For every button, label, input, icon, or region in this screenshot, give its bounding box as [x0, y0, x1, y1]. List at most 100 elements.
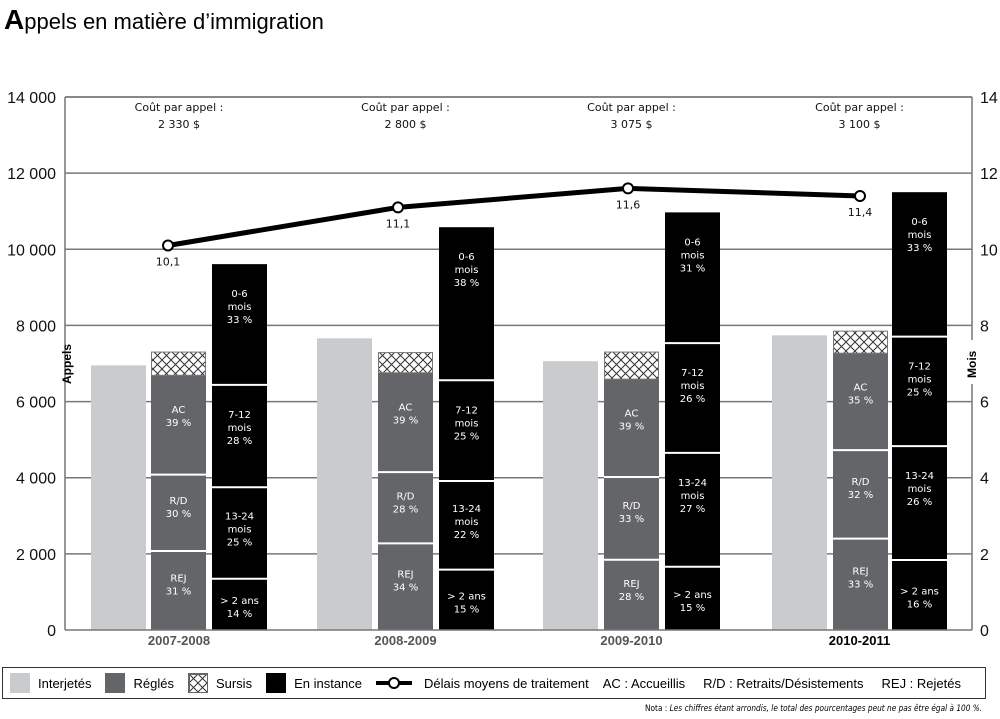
segment-label: mois [908, 484, 932, 495]
segment-label: 22 % [454, 530, 479, 541]
y-tick-label: 2 000 [16, 547, 56, 564]
segment-label: AC [172, 405, 186, 416]
segment-label: REJ [397, 569, 413, 580]
segment-label: 0-6 [911, 217, 927, 228]
y2-tick-label: 10 [980, 242, 998, 259]
bar-regles-rej [378, 543, 433, 630]
segment-label: 33 % [848, 580, 873, 591]
swatch-hatch-icon [187, 673, 208, 693]
bar-en-instance-segment [892, 336, 947, 447]
bars: REJ 31 % R/D 30 % AC 39 % > 2 ans 14 % 13-24 mois… [91, 192, 947, 630]
segment-label: mois [681, 250, 705, 261]
footnote: Nota : Les chiffres étant arrondis, le t… [645, 704, 982, 714]
segment-label: > 2 ans [447, 591, 486, 602]
y2-tick-label: 8 [980, 318, 989, 335]
segment-label: 15 % [454, 604, 479, 615]
cost-label-title: Coût par appel : [815, 101, 904, 114]
segment-label: 25 % [907, 388, 932, 399]
cost-label-title: Coût par appel : [361, 101, 450, 114]
cost-label-title: Coût par appel : [135, 101, 224, 114]
x-tick-label: 2007-2008 [148, 633, 210, 648]
segment-label: 7-12 [908, 362, 931, 373]
segment-label: REJ [852, 567, 868, 578]
y-tick-label: 6 000 [16, 395, 56, 412]
line-point [622, 182, 634, 195]
bar-group-2007-2008: REJ 31 % R/D 30 % AC 39 % > 2 ans 14 % 13-24 mois… [91, 264, 267, 630]
bar-regles-ac [604, 379, 659, 477]
swatch-dark-icon [266, 673, 287, 693]
segment-label: 39 % [619, 422, 644, 433]
segment-label: AC [399, 402, 413, 413]
bar-sursis [378, 352, 433, 374]
bar-regles-ac [151, 375, 206, 475]
segment-label: 13-24 [452, 504, 481, 515]
segment-label: 31 % [680, 263, 705, 274]
y-tick-label: 0 [47, 623, 56, 640]
axes-frame [64, 96, 980, 631]
x-tick-label: 2008-2009 [374, 633, 436, 648]
bar-regles-rd [151, 474, 206, 552]
segment-label: > 2 ans [673, 590, 712, 601]
segment-label: AC [625, 409, 639, 420]
line-point [854, 189, 866, 202]
segment-label: 33 % [619, 514, 644, 525]
segment-label: R/D [169, 496, 187, 507]
segment-label: 25 % [227, 537, 252, 548]
y2-tick-label: 14 [980, 90, 998, 107]
legend-abbr-ac: AC : Accueillis [602, 675, 686, 691]
swatch-light-icon [10, 673, 30, 693]
segment-label: mois [681, 381, 705, 392]
bar-en-instance-segment [665, 343, 720, 453]
x-tick-label: 2009-2010 [600, 633, 662, 648]
bar-regles-rd [378, 472, 433, 544]
segment-label: 27 % [680, 504, 705, 515]
segment-label: 39 % [393, 415, 418, 426]
footnote-prefix: Nota : [644, 704, 668, 714]
chart-title-rest: ppels en matière d’immigration [24, 9, 324, 34]
bar-regles-rej [151, 551, 206, 630]
bar-regles-ac [833, 353, 888, 451]
legend-label: En instance [294, 675, 363, 691]
x-tick-label: 2010-2011 [829, 633, 890, 648]
bar-regles-rd [833, 450, 888, 539]
bar-regles-rej [604, 559, 659, 630]
bar-en-instance-segment [212, 578, 267, 630]
y2-tick-label: 4 [980, 471, 989, 488]
segment-label: 30 % [166, 509, 191, 520]
bar-en-instance-segment [665, 212, 720, 344]
segment-label: > 2 ans [900, 586, 939, 597]
segment-label: 31 % [166, 587, 191, 598]
bar-regles-ac [378, 372, 433, 473]
y2-title-gap [960, 340, 980, 384]
segment-label: REJ [623, 579, 639, 590]
legend-item-interjetes: Interjetés [10, 673, 91, 693]
segment-label: R/D [851, 477, 869, 488]
bar-en-instance-segment [892, 192, 947, 337]
cost-label-value: 3 075 $ [611, 118, 653, 131]
y-axis-title: Appels [60, 344, 74, 384]
bar-en-instance-segment [665, 566, 720, 630]
segment-label: 35 % [848, 396, 873, 407]
segment-label: 13-24 [225, 511, 254, 522]
bar-sursis [833, 330, 888, 354]
segment-label: 7-12 [455, 405, 478, 416]
y-tick-label: 12 000 [7, 166, 56, 183]
y-tick-label: 14 000 [7, 90, 56, 107]
segment-label: R/D [396, 492, 414, 503]
x-axis-labels: 2007-2008 2008-2009 2009-2010 2010-2011 [148, 633, 890, 648]
cost-label-title: Coût par appel : [587, 101, 676, 114]
legend-label: Sursis [215, 675, 253, 691]
bar-interjetes [772, 335, 827, 630]
segment-label: 15 % [680, 603, 705, 614]
segment-label: mois [228, 302, 252, 313]
segment-label: REJ [170, 574, 186, 585]
bar-en-instance-segment [212, 264, 267, 385]
y-tick-label: 4 000 [16, 471, 56, 488]
bar-en-instance-segment [212, 487, 267, 579]
cost-label-value: 2 800 $ [385, 118, 427, 131]
y2-tick-label: 0 [980, 623, 989, 640]
bar-en-instance-segment [439, 227, 494, 381]
legend-item-regles: Réglés [105, 673, 174, 693]
line-point [392, 201, 404, 214]
